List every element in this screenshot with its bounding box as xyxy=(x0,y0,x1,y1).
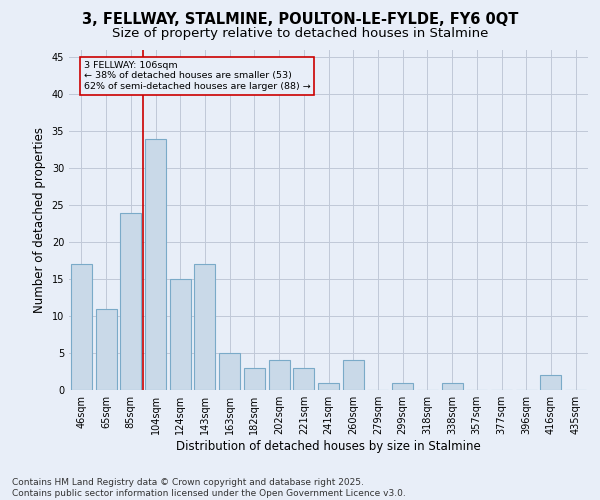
Text: Contains HM Land Registry data © Crown copyright and database right 2025.
Contai: Contains HM Land Registry data © Crown c… xyxy=(12,478,406,498)
Text: 3 FELLWAY: 106sqm
← 38% of detached houses are smaller (53)
62% of semi-detached: 3 FELLWAY: 106sqm ← 38% of detached hous… xyxy=(84,61,311,91)
Bar xyxy=(244,368,265,390)
Text: 3, FELLWAY, STALMINE, POULTON-LE-FYLDE, FY6 0QT: 3, FELLWAY, STALMINE, POULTON-LE-FYLDE, … xyxy=(82,12,518,28)
Bar xyxy=(95,308,116,390)
Bar xyxy=(145,138,166,390)
Y-axis label: Number of detached properties: Number of detached properties xyxy=(33,127,46,313)
Bar xyxy=(541,375,562,390)
Bar xyxy=(442,382,463,390)
Bar xyxy=(343,360,364,390)
Bar xyxy=(293,368,314,390)
Bar xyxy=(269,360,290,390)
Bar xyxy=(170,279,191,390)
Bar xyxy=(194,264,215,390)
X-axis label: Distribution of detached houses by size in Stalmine: Distribution of detached houses by size … xyxy=(176,440,481,453)
Bar xyxy=(120,212,141,390)
Bar xyxy=(71,264,92,390)
Bar xyxy=(219,353,240,390)
Text: Size of property relative to detached houses in Stalmine: Size of property relative to detached ho… xyxy=(112,28,488,40)
Bar xyxy=(392,382,413,390)
Bar xyxy=(318,382,339,390)
